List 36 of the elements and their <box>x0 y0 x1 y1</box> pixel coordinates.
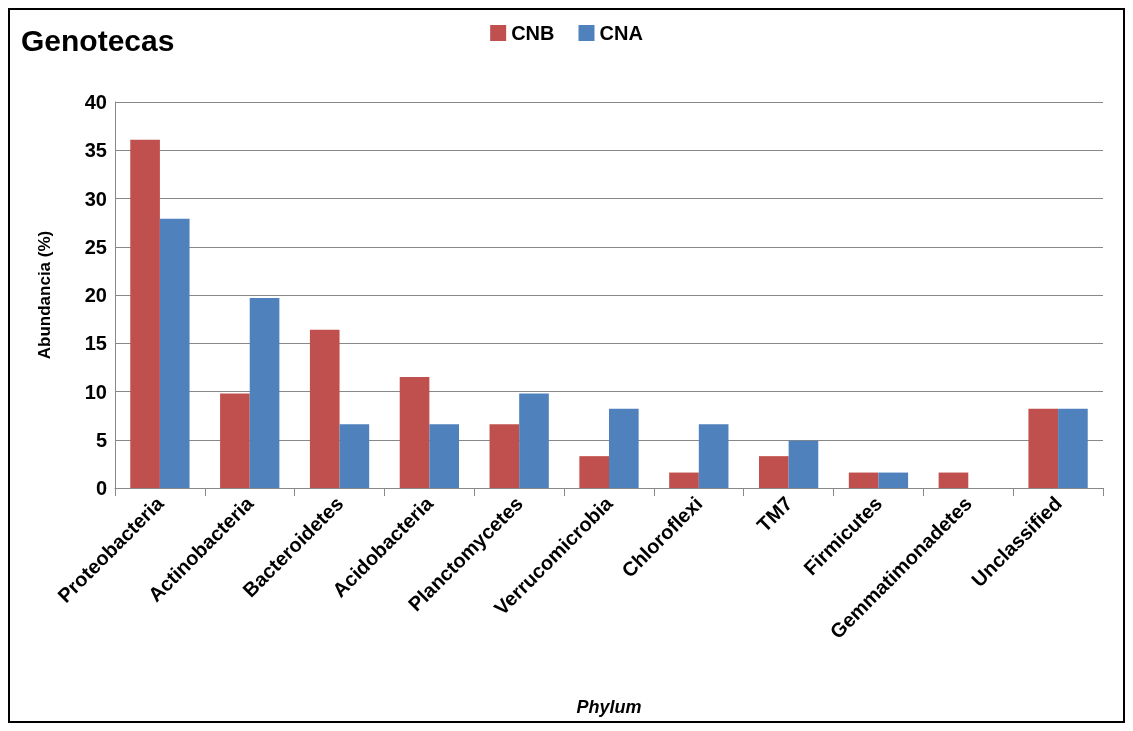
bar <box>309 329 340 488</box>
bar <box>399 377 430 488</box>
bar <box>579 456 609 488</box>
bar <box>698 424 729 488</box>
bar <box>609 408 639 488</box>
legend-label: CNA <box>599 22 643 44</box>
y-tick-label: 30 <box>84 187 107 210</box>
y-tick-label: 15 <box>84 332 107 355</box>
legend-label: CNB <box>511 22 555 44</box>
y-tick-label: 10 <box>84 380 107 403</box>
bar <box>878 472 909 488</box>
bar <box>938 472 969 488</box>
bar <box>848 472 879 488</box>
y-axis-title: Abundancia (%) <box>35 230 54 360</box>
bar <box>1028 408 1059 488</box>
bar <box>788 440 819 488</box>
bar <box>669 472 699 488</box>
bar <box>249 297 280 488</box>
bar <box>519 393 549 488</box>
x-tick-label: TM7 <box>752 492 797 537</box>
x-axis-title: Phylum <box>576 697 642 717</box>
y-tick-label: 25 <box>84 235 107 258</box>
y-tick-label: 0 <box>95 477 107 499</box>
y-tick-label: 40 <box>84 91 107 113</box>
chart-title: Genotecas <box>21 23 175 57</box>
y-tick-label: 20 <box>84 284 107 306</box>
bar <box>429 424 459 488</box>
bar <box>130 139 160 488</box>
bar <box>1058 408 1088 488</box>
bar <box>489 424 520 488</box>
y-tick-label: 35 <box>84 139 107 162</box>
bar <box>220 393 250 488</box>
bar <box>159 218 190 488</box>
bar <box>759 456 789 488</box>
y-tick-label: 5 <box>95 428 107 451</box>
bar <box>339 424 370 488</box>
